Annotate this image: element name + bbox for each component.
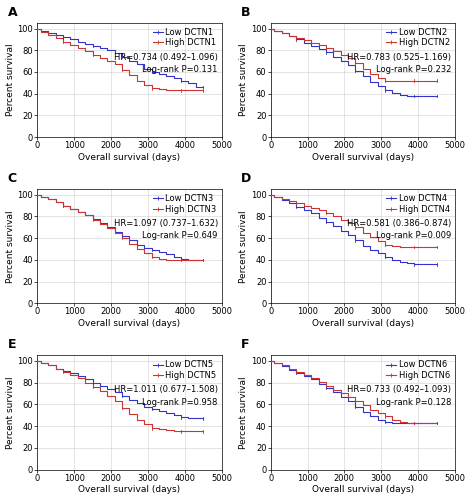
- Text: D: D: [241, 172, 252, 184]
- X-axis label: Overall survival (days): Overall survival (days): [78, 319, 180, 328]
- Y-axis label: Percent survival: Percent survival: [239, 44, 248, 117]
- Y-axis label: Percent survival: Percent survival: [6, 44, 15, 117]
- Y-axis label: Percent survival: Percent survival: [6, 210, 15, 282]
- Legend: Low DCTN5, High DCTN5: Low DCTN5, High DCTN5: [152, 360, 217, 380]
- Legend: Low DCTN6, High DCTN6: Low DCTN6, High DCTN6: [385, 360, 451, 380]
- Y-axis label: Percent survival: Percent survival: [239, 376, 248, 449]
- Legend: Low DCTN2, High DCTN2: Low DCTN2, High DCTN2: [385, 28, 451, 48]
- Text: E: E: [8, 338, 16, 351]
- Legend: Low DCTN4, High DCTN4: Low DCTN4, High DCTN4: [385, 194, 451, 214]
- Legend: Low DCTN1, High DCTN1: Low DCTN1, High DCTN1: [152, 28, 217, 48]
- Text: Log-rank P=0.649: Log-rank P=0.649: [142, 232, 218, 240]
- X-axis label: Overall survival (days): Overall survival (days): [78, 153, 180, 162]
- Text: Log-rank P=0.232: Log-rank P=0.232: [376, 66, 451, 74]
- Text: HR=0.734 (0.492–1.096): HR=0.734 (0.492–1.096): [114, 52, 218, 62]
- Legend: Low DCTN3, High DCTN3: Low DCTN3, High DCTN3: [152, 194, 217, 214]
- Text: F: F: [241, 338, 250, 351]
- Y-axis label: Percent survival: Percent survival: [6, 376, 15, 449]
- Text: HR=0.783 (0.525–1.169): HR=0.783 (0.525–1.169): [347, 52, 451, 62]
- Text: HR=1.097 (0.737–1.632): HR=1.097 (0.737–1.632): [114, 219, 218, 228]
- X-axis label: Overall survival (days): Overall survival (days): [312, 153, 414, 162]
- X-axis label: Overall survival (days): Overall survival (days): [312, 486, 414, 494]
- Text: C: C: [8, 172, 17, 184]
- Text: HR=0.733 (0.492–1.093): HR=0.733 (0.492–1.093): [347, 385, 451, 394]
- Text: B: B: [241, 6, 251, 18]
- X-axis label: Overall survival (days): Overall survival (days): [312, 319, 414, 328]
- Y-axis label: Percent survival: Percent survival: [239, 210, 248, 282]
- Text: A: A: [8, 6, 17, 18]
- Text: Log-rank P=0.009: Log-rank P=0.009: [376, 232, 451, 240]
- Text: HR=1.011 (0.677–1.508): HR=1.011 (0.677–1.508): [114, 385, 218, 394]
- Text: Log-rank P=0.958: Log-rank P=0.958: [142, 398, 218, 406]
- X-axis label: Overall survival (days): Overall survival (days): [78, 486, 180, 494]
- Text: Log-rank P=0.128: Log-rank P=0.128: [376, 398, 451, 406]
- Text: Log-rank P=0.131: Log-rank P=0.131: [142, 66, 218, 74]
- Text: HR=0.581 (0.386–0.874): HR=0.581 (0.386–0.874): [347, 219, 451, 228]
